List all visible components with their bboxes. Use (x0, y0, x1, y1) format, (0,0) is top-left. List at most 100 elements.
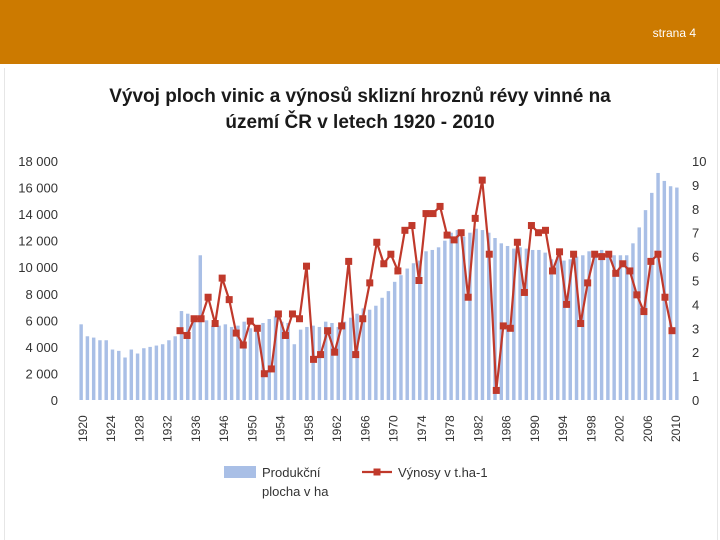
yield-point-34 (415, 277, 423, 284)
yield-point-41 (464, 293, 472, 301)
yield-point-61 (605, 250, 613, 258)
x-axis-tick-label: 1946 (217, 415, 231, 442)
area-bar-91 (650, 192, 654, 400)
area-bar-39 (323, 321, 328, 400)
area-bar-80 (581, 255, 585, 400)
yield-point-47 (506, 324, 514, 332)
left-axis-tick-label: 16 000 (18, 181, 58, 196)
area-bar-58 (443, 240, 447, 400)
area-bar-52 (405, 268, 409, 400)
area-bar-4 (104, 340, 108, 400)
slide-area (4, 68, 718, 540)
area-bar-26 (242, 321, 246, 400)
right-axis-tick-label: 1 (692, 369, 699, 384)
right-axis-tick-label: 9 (692, 178, 699, 193)
area-bar-7 (123, 357, 127, 400)
area-bar-67 (499, 243, 504, 400)
area-bar-8 (129, 349, 134, 400)
yield-point-22 (331, 348, 339, 356)
area-bar-50 (392, 281, 397, 400)
yield-point-32 (401, 226, 409, 234)
area-bar-49 (386, 291, 391, 400)
x-axis-tick-label: 1982 (471, 415, 485, 442)
area-bar-31 (273, 316, 278, 400)
x-axis-tick-label: 1978 (443, 415, 457, 442)
area-bar-32 (280, 321, 284, 400)
area-bar-85 (612, 255, 616, 400)
area-bar-69 (512, 248, 516, 400)
area-bar-13 (160, 344, 165, 400)
area-bar-88 (631, 243, 635, 400)
x-axis-tick-label: 1932 (161, 415, 175, 442)
area-bar-3 (98, 340, 102, 400)
x-axis-tick-label: 1998 (584, 415, 598, 442)
yield-point-43 (478, 176, 486, 184)
chart-title-line-2: území ČR v letech 1920 - 2010 (225, 112, 495, 133)
yield-point-31 (394, 267, 402, 275)
x-axis-tick-label: 2002 (613, 415, 627, 442)
x-axis-tick-label: 1966 (358, 415, 372, 442)
area-bar-34 (292, 344, 297, 400)
area-bar-74 (543, 252, 547, 400)
right-axis-tick-label: 8 (692, 202, 699, 217)
yield-point-40 (457, 229, 465, 237)
legend-bar-swatch (224, 466, 256, 478)
yield-point-13 (267, 365, 275, 373)
yield-point-26 (359, 315, 367, 323)
area-bar-36 (305, 326, 309, 400)
x-axis-tick-label: 1986 (500, 415, 514, 442)
yield-point-21 (324, 327, 332, 335)
chart-title: Vývoj ploch vinic a výnosů sklizní hrozn… (0, 84, 720, 136)
x-axis-tick-label: 1950 (245, 415, 259, 442)
right-axis-ticks: 0 1 2 3 4 5 6 7 8 9 10 (692, 154, 706, 408)
yield-point-65 (633, 291, 641, 299)
yield-point-39 (450, 236, 458, 244)
area-bar-11 (148, 346, 152, 400)
x-axis-tick-label: 1920 (76, 415, 90, 442)
area-bar-43 (349, 317, 353, 400)
area-bar-65 (487, 232, 491, 400)
area-bar-86 (618, 255, 623, 400)
legend-bar-label-line-1: Produkční (262, 465, 321, 480)
yield-point-12 (260, 370, 268, 378)
yield-point-30 (387, 250, 395, 258)
yield-point-55 (563, 300, 571, 308)
legend-bar-label-line-2: plocha v ha (262, 484, 329, 499)
yield-point-44 (485, 250, 493, 258)
area-bar-6 (117, 350, 121, 400)
area-bar-24 (229, 326, 234, 400)
x-axis-ticks: 1920 1924 1928 1932 1936 1946 1950 1954 1958 1962… (76, 415, 683, 442)
area-bar-30 (267, 319, 271, 400)
left-axis-tick-label: 6 000 (25, 313, 58, 328)
yield-point-10 (246, 317, 254, 325)
yield-point-23 (338, 322, 346, 330)
yield-point-2 (190, 315, 198, 323)
area-bar-53 (411, 263, 416, 400)
yield-point-17 (295, 315, 303, 323)
right-axis-tick-label: 0 (692, 393, 699, 408)
yield-point-57 (577, 320, 585, 328)
area-bar-46 (367, 309, 372, 400)
yield-point-20 (317, 351, 325, 359)
x-axis-tick-label: 2006 (641, 415, 655, 442)
yield-point-1 (183, 331, 191, 339)
yield-point-63 (619, 260, 627, 268)
right-axis-tick-label: 4 (692, 297, 699, 312)
area-bar-25 (236, 325, 240, 400)
yield-point-11 (253, 324, 261, 332)
yield-point-5 (211, 320, 219, 328)
yield-point-54 (556, 248, 564, 256)
area-bar-45 (361, 308, 366, 400)
area-bar-55 (424, 251, 428, 400)
x-axis-tick-label: 1990 (528, 415, 542, 442)
area-bar-62 (468, 232, 472, 400)
yield-point-42 (471, 214, 479, 222)
legend-line-label: Výnosy v t.ha-1 (398, 465, 488, 480)
area-bar-1 (85, 336, 90, 400)
area-bar-81 (587, 251, 591, 400)
legend: Produkční plocha v ha Výnosy v t.ha-1 (224, 465, 488, 499)
area-bar-21 (211, 325, 215, 400)
area-bar-42 (342, 321, 347, 400)
area-bar-92 (656, 172, 660, 400)
